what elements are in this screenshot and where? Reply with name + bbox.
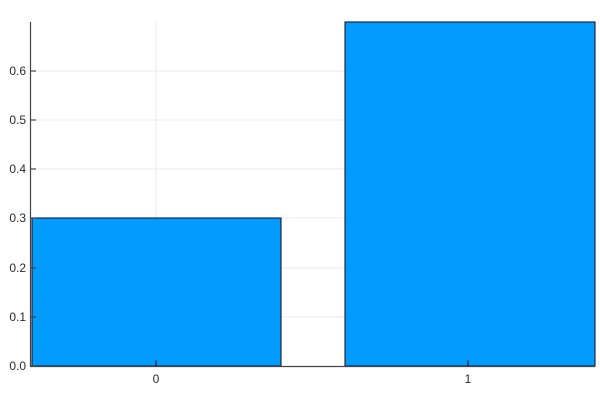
svg-text:0.4: 0.4	[9, 162, 26, 176]
svg-text:0: 0	[153, 372, 160, 386]
svg-text:0.3: 0.3	[9, 211, 26, 225]
svg-text:0.6: 0.6	[9, 64, 26, 78]
svg-text:0.5: 0.5	[9, 113, 26, 127]
svg-text:0.0: 0.0	[9, 359, 26, 373]
svg-text:0.2: 0.2	[9, 261, 26, 275]
svg-text:0.1: 0.1	[9, 310, 26, 324]
svg-text:1: 1	[465, 372, 472, 386]
